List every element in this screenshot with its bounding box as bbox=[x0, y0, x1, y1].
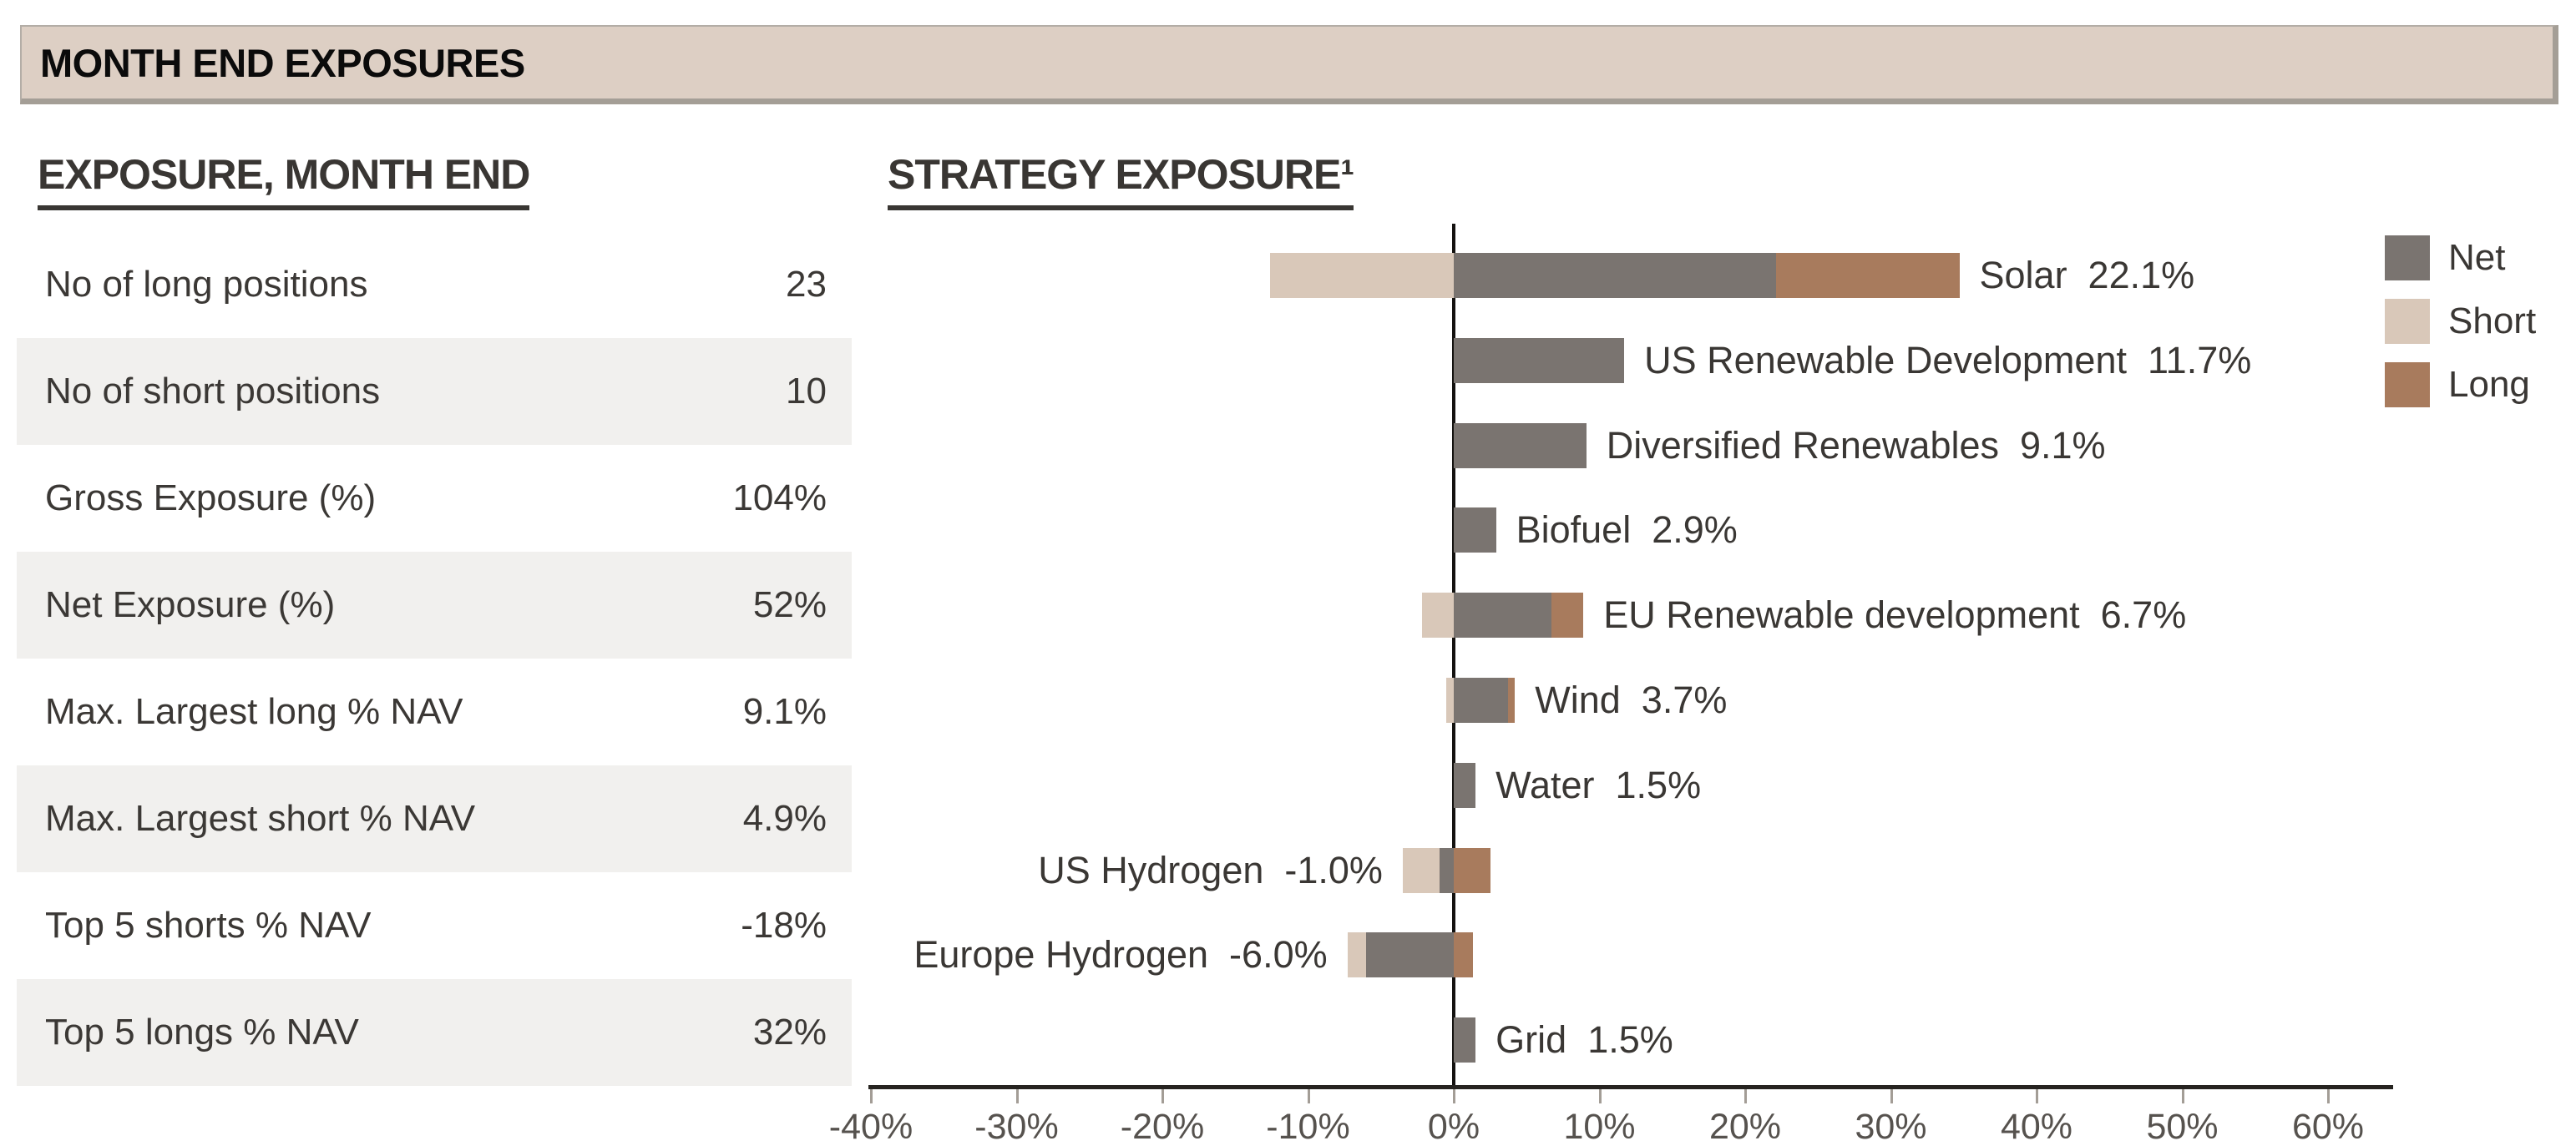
table-row-label: Max. Largest short % NAV bbox=[45, 798, 476, 839]
axis-tick-label: 10% bbox=[1563, 1107, 1636, 1141]
axis-tick bbox=[1453, 1089, 1455, 1103]
axis-tick-label: 60% bbox=[2291, 1107, 2365, 1141]
table-row: No of long positions 23 bbox=[17, 231, 852, 338]
bar-net-segment bbox=[1366, 932, 1454, 978]
net-swatch bbox=[2385, 235, 2430, 280]
bar-label: Europe Hydrogen -6.0% bbox=[913, 933, 1328, 977]
bar-net-segment bbox=[1454, 762, 1476, 808]
bar-short-segment bbox=[1347, 932, 1367, 978]
axis-tick-label: -40% bbox=[828, 1107, 913, 1141]
table-row: Gross Exposure (%) 104% bbox=[17, 445, 852, 552]
table-row-value: 4.9% bbox=[742, 798, 827, 839]
long-swatch bbox=[2385, 362, 2430, 407]
page-title: MONTH END EXPOSURES bbox=[40, 40, 525, 85]
axis-tick bbox=[1161, 1089, 1164, 1103]
legend-label: Long bbox=[2448, 364, 2530, 405]
table-row-value: -18% bbox=[741, 905, 827, 946]
table-row: Net Exposure (%) 52% bbox=[17, 552, 852, 659]
bar-net-segment bbox=[1454, 1017, 1476, 1063]
bar-label: EU Renewable development 6.7% bbox=[1603, 593, 2187, 637]
axis-tick-label: -10% bbox=[1266, 1107, 1350, 1141]
table-row-value: 9.1% bbox=[742, 691, 827, 732]
bar-long-segment bbox=[1507, 678, 1516, 723]
axis-tick bbox=[2181, 1089, 2184, 1103]
bar-long-segment bbox=[1551, 593, 1584, 639]
short-swatch bbox=[2385, 299, 2430, 344]
bar-short-segment bbox=[1402, 847, 1440, 893]
axis-tick-label: 20% bbox=[1708, 1107, 1782, 1141]
axis-tick bbox=[2327, 1089, 2330, 1103]
bar-long-segment bbox=[1775, 253, 1960, 298]
table-row-label: No of short positions bbox=[45, 371, 381, 411]
bar-net-segment bbox=[1454, 253, 1776, 298]
table-row: No of short positions 10 bbox=[17, 338, 852, 445]
table-row: Top 5 shorts % NAV -18% bbox=[17, 872, 852, 979]
header-banner: MONTH END EXPOSURES bbox=[20, 25, 2558, 104]
table-row-label: Top 5 shorts % NAV bbox=[45, 905, 372, 946]
table-row-value: 32% bbox=[752, 1012, 827, 1053]
bar-net-segment bbox=[1454, 593, 1551, 639]
table-row-value: 104% bbox=[732, 477, 827, 518]
bar-long-segment bbox=[1454, 847, 1490, 893]
table-row-label: Gross Exposure (%) bbox=[45, 477, 377, 518]
axis-tick bbox=[1598, 1089, 1602, 1103]
axis-tick-label: 30% bbox=[1855, 1107, 1927, 1141]
axis-tick bbox=[1015, 1089, 1019, 1103]
table-row-label: Net Exposure (%) bbox=[45, 584, 336, 625]
axis-tick-label: -20% bbox=[1120, 1107, 1205, 1141]
axis-tick bbox=[870, 1089, 873, 1103]
axis-tick bbox=[1744, 1089, 1747, 1103]
table-row: Max. Largest short % NAV 4.9% bbox=[17, 765, 852, 872]
bar-label: Solar 22.1% bbox=[1979, 254, 2195, 296]
legend-label: Net bbox=[2448, 237, 2506, 278]
table-row-label: Max. Largest long % NAV bbox=[45, 691, 463, 732]
table-row-value: 52% bbox=[752, 584, 827, 625]
axis-tick bbox=[1307, 1089, 1310, 1103]
legend-item: Long bbox=[2385, 362, 2536, 407]
bar-label: US Hydrogen -1.0% bbox=[1038, 848, 1383, 891]
axis-tick-label: 0% bbox=[1427, 1107, 1480, 1141]
table-row-value: 23 bbox=[786, 264, 827, 305]
table-row-value: 10 bbox=[786, 371, 827, 411]
bar-net-segment bbox=[1454, 507, 1496, 553]
bar-long-segment bbox=[1454, 932, 1473, 978]
x-axis-line bbox=[868, 1085, 2393, 1089]
bar-short-segment bbox=[1421, 593, 1454, 639]
zero-axis-line bbox=[1452, 224, 1455, 1085]
bar-label: Biofuel 2.9% bbox=[1516, 508, 1738, 552]
bar-net-segment bbox=[1454, 678, 1508, 723]
table-row: Top 5 longs % NAV 32% bbox=[17, 979, 852, 1086]
bar-short-segment bbox=[1446, 678, 1454, 723]
bar-net-segment bbox=[1454, 337, 1625, 383]
bar-label: US Renewable Development 11.7% bbox=[1644, 338, 2252, 381]
legend-item: Short bbox=[2385, 299, 2536, 344]
legend-item: Net bbox=[2385, 235, 2536, 280]
table-row: Max. Largest long % NAV 9.1% bbox=[17, 659, 852, 765]
axis-tick-label: -30% bbox=[974, 1107, 1059, 1141]
axis-tick bbox=[1890, 1089, 1893, 1103]
strategy-section-title: STRATEGY EXPOSURE¹ bbox=[888, 150, 1354, 210]
bar-label: Wind 3.7% bbox=[1535, 679, 1728, 721]
axis-tick-label: 40% bbox=[2000, 1107, 2073, 1141]
bar-net-segment bbox=[1454, 422, 1587, 468]
axis-tick-label: 50% bbox=[2146, 1107, 2219, 1141]
bar-label: Grid 1.5% bbox=[1495, 1018, 1673, 1062]
bar-short-segment bbox=[1270, 253, 1454, 298]
legend-label: Short bbox=[2448, 300, 2537, 341]
table-row-label: No of long positions bbox=[45, 264, 368, 305]
table-row-label: Top 5 longs % NAV bbox=[45, 1012, 359, 1053]
exposure-table: No of long positions 23 No of short positi… bbox=[17, 231, 852, 1086]
bar-label: Diversified Renewables 9.1% bbox=[1606, 423, 2106, 467]
axis-tick bbox=[2036, 1089, 2038, 1103]
bar-label: Water 1.5% bbox=[1495, 763, 1702, 806]
bar-net-segment bbox=[1439, 847, 1454, 893]
chart-legend: Net Short Long bbox=[2385, 235, 2536, 407]
exposure-section-title: EXPOSURE, MONTH END bbox=[38, 150, 530, 210]
